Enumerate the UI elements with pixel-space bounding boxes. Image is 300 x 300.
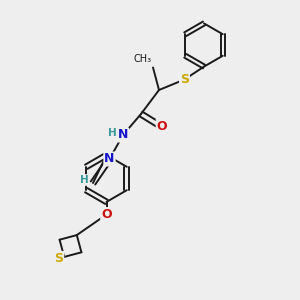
Text: N: N	[104, 152, 115, 166]
Text: S: S	[180, 73, 189, 86]
Text: O: O	[157, 119, 167, 133]
Text: S: S	[54, 252, 63, 265]
Text: O: O	[101, 208, 112, 221]
Text: H: H	[108, 128, 117, 138]
Text: CH₃: CH₃	[134, 55, 152, 64]
Text: N: N	[118, 128, 128, 142]
Text: H: H	[80, 175, 88, 185]
